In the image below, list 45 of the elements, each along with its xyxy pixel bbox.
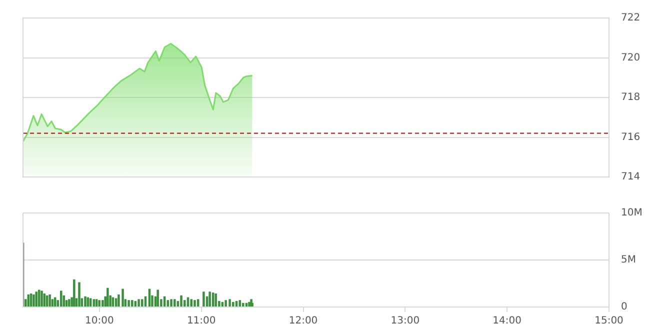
bar (141, 299, 144, 307)
bar (138, 299, 140, 307)
bar (202, 292, 205, 307)
bar (156, 290, 159, 307)
bar (251, 302, 254, 307)
y-tick-label: 718 (621, 92, 640, 104)
y-tick-label: 10M (621, 208, 642, 219)
bar (40, 290, 43, 307)
bar (190, 299, 192, 307)
bar (131, 300, 134, 307)
y-tick-label: 722 (621, 12, 640, 24)
y-tick-label: 716 (621, 132, 640, 143)
bar (128, 300, 130, 307)
y-tick-label: 714 (621, 172, 640, 183)
x-tick-label: 15:00 (594, 316, 624, 327)
bar (102, 300, 104, 307)
x-tick-label: 11:00 (186, 316, 216, 327)
x-tick-label: 14:00 (492, 316, 522, 327)
bar (242, 302, 244, 307)
bar (122, 288, 124, 307)
x-tick-label: 13:00 (390, 316, 420, 327)
bar (73, 279, 76, 307)
bar (174, 299, 176, 307)
x-tick-label: 12:00 (288, 316, 318, 327)
bar (180, 295, 182, 307)
bar (224, 300, 227, 307)
y-tick-label: 5M (621, 254, 636, 266)
bar (48, 294, 51, 307)
bar (170, 299, 172, 307)
bar (214, 294, 217, 307)
y-tick-label: 0 (621, 302, 628, 313)
x-tick-label: 10:00 (85, 316, 114, 327)
bar (32, 294, 35, 307)
bar (208, 292, 211, 307)
bar (84, 296, 86, 307)
bar (98, 300, 100, 307)
bar (68, 299, 70, 307)
bar (106, 288, 109, 307)
bar (78, 282, 80, 307)
bar (35, 292, 38, 307)
bar (238, 300, 241, 307)
bar (232, 302, 234, 307)
bar (194, 300, 196, 307)
y-tick-label: 720 (621, 52, 640, 64)
bar (228, 299, 231, 307)
